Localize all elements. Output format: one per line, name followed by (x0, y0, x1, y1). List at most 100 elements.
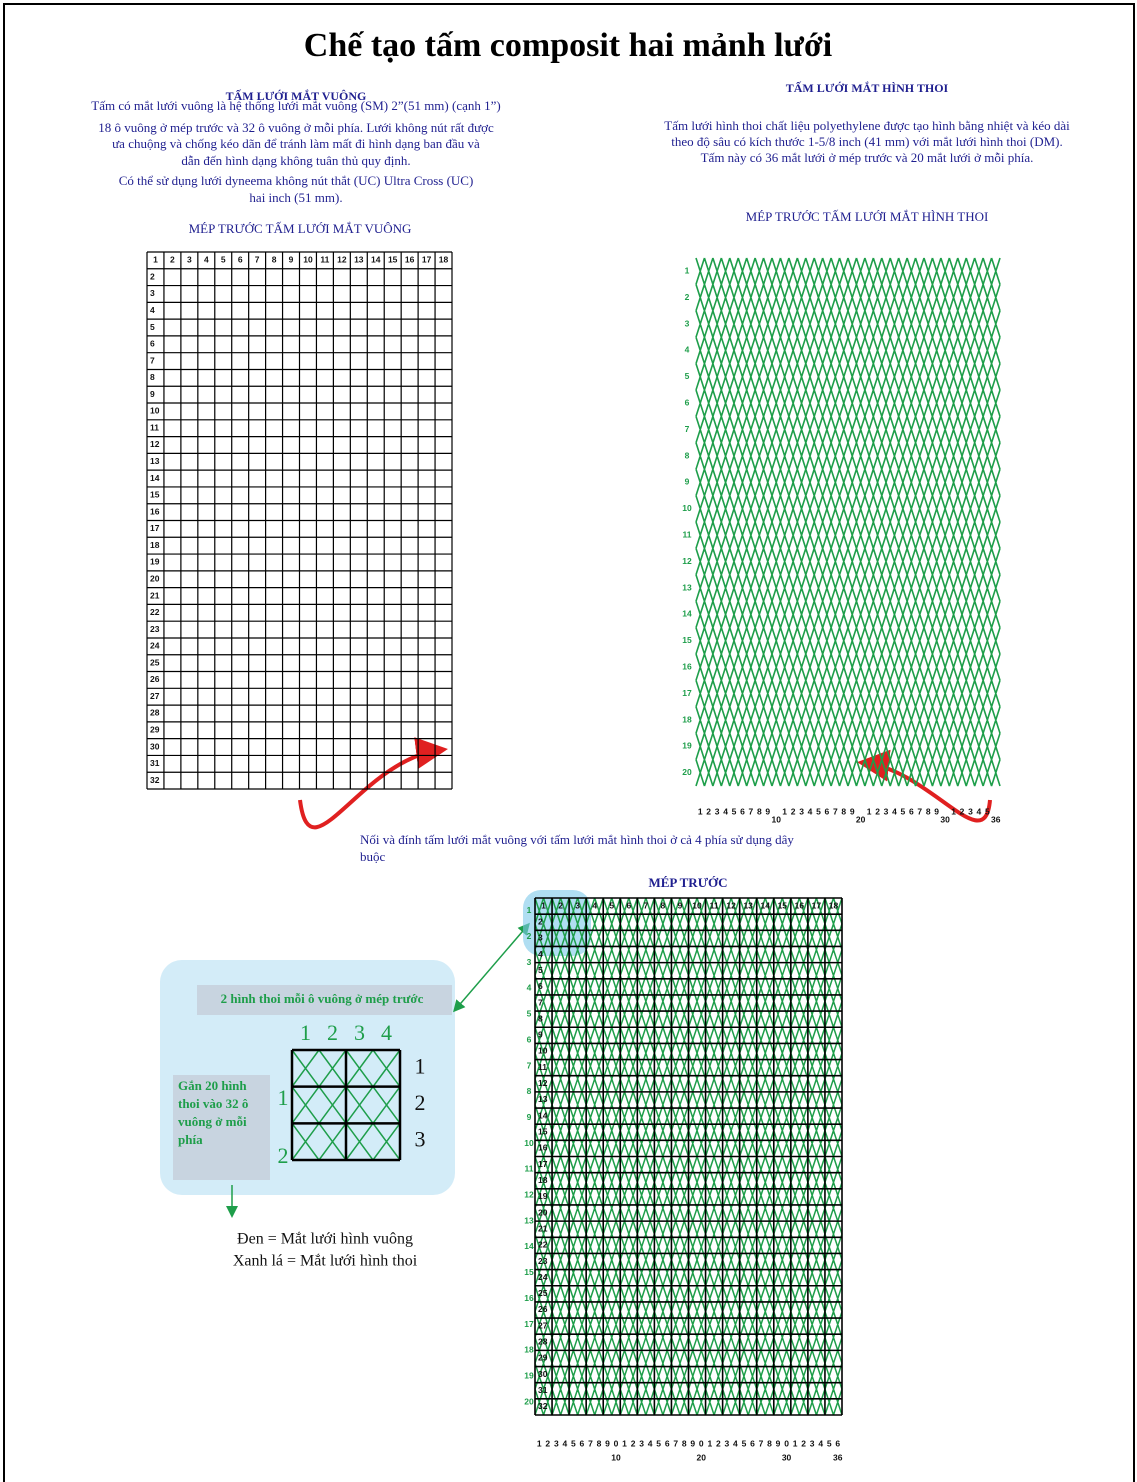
row-number: 9 (538, 1030, 543, 1040)
row-number: 29 (150, 725, 160, 735)
column-number: 6 (740, 806, 745, 816)
row-number: 5 (538, 965, 543, 975)
row-number: 3 (150, 288, 155, 298)
description-line: ưa chuộng và chống kéo dãn để tránh làm … (112, 136, 480, 151)
row-number: 11 (150, 422, 159, 432)
row-number: 19 (524, 1370, 534, 1380)
column-number: 4 (808, 806, 813, 816)
row-number: 6 (150, 339, 155, 349)
panel-label: MÉP TRƯỚC TẤM LƯỚI MẮT VUÔNG (189, 221, 412, 236)
column-number: 4 (892, 806, 897, 816)
description-line: hai inch (51 mm). (249, 190, 342, 205)
column-number: 7 (749, 806, 754, 816)
column-digit: 1 (707, 1438, 712, 1448)
row-number: 3 (685, 318, 690, 328)
connector-note: Nối và đính tấm lưới mắt vuông với tấm l… (360, 832, 794, 847)
inset-number: 1 (300, 1020, 311, 1045)
inset-number: 3 (415, 1127, 426, 1152)
inset-number: 2 (278, 1143, 289, 1168)
row-number: 14 (150, 473, 160, 483)
row-number: 18 (682, 714, 692, 724)
row-number: 4 (527, 983, 532, 993)
column-number: 2 (960, 806, 965, 816)
column-number: 4 (977, 806, 982, 816)
column-digit: 2 (716, 1438, 721, 1448)
diamond-mesh (695, 257, 1001, 787)
column-number: 18 (439, 255, 449, 265)
column-digit: 5 (656, 1438, 661, 1448)
row-number: 20 (150, 573, 160, 583)
row-number: 14 (538, 1110, 548, 1120)
column-number: 11 (710, 900, 719, 910)
column-number: 30 (940, 814, 950, 824)
column-digit: 5 (742, 1438, 747, 1448)
link-arrow (453, 922, 530, 1013)
row-number: 32 (538, 1401, 548, 1411)
column-number: 3 (884, 806, 889, 816)
column-number: 36 (991, 814, 1001, 824)
column-number: 8 (661, 900, 666, 910)
column-number: 9 (765, 806, 770, 816)
column-digit: 5 (571, 1438, 576, 1448)
column-digit: 2 (545, 1438, 550, 1448)
row-number: 21 (538, 1223, 548, 1233)
connector-note: buộc (360, 849, 386, 864)
row-number: 24 (538, 1272, 548, 1282)
column-digit: 6 (750, 1438, 755, 1448)
column-number: 1 (698, 806, 703, 816)
column-digit: 1 (622, 1438, 627, 1448)
column-number: 7 (833, 806, 838, 816)
row-number: 30 (150, 741, 160, 751)
row-number: 23 (538, 1256, 548, 1266)
inset-note: phía (178, 1132, 203, 1147)
row-number: 15 (150, 490, 160, 500)
column-digit: 6 (665, 1438, 670, 1448)
legend-line: Đen = Mắt lưới hình vuông (237, 1231, 413, 1248)
row-number: 19 (682, 741, 692, 751)
column-number: 7 (917, 806, 922, 816)
column-digit: 8 (767, 1438, 772, 1448)
column-number: 5 (609, 900, 614, 910)
column-number: 2 (706, 806, 711, 816)
row-number: 26 (538, 1304, 548, 1314)
row-number: 10 (682, 503, 692, 513)
column-number: 8 (841, 806, 846, 816)
row-number: 8 (527, 1086, 532, 1096)
row-number: 14 (524, 1241, 534, 1251)
column-number: 16 (795, 900, 805, 910)
row-number: 19 (150, 557, 160, 567)
panel-label: MÉP TRƯỚC (648, 875, 727, 890)
row-number: 12 (538, 1078, 548, 1088)
column-digit: 1 (537, 1438, 542, 1448)
diamond-mesh (534, 897, 843, 1416)
inset-number: 4 (381, 1020, 392, 1045)
column-digit: 7 (588, 1438, 593, 1448)
section-heading: TẤM LƯỚI MẮT HÌNH THOI (786, 80, 949, 95)
row-number: 6 (685, 397, 690, 407)
column-number: 7 (643, 900, 648, 910)
inset-number: 1 (415, 1053, 426, 1078)
row-number: 16 (682, 661, 692, 671)
column-number: 2 (170, 255, 175, 265)
row-number: 3 (538, 933, 543, 943)
column-number: 10 (692, 900, 702, 910)
column-number: 5 (732, 806, 737, 816)
column-digit: 4 (733, 1438, 738, 1448)
row-number: 15 (682, 635, 692, 645)
row-number: 2 (527, 931, 532, 941)
description-line: Tấm này có 36 mắt lưới ở mép trước và 20… (701, 150, 1034, 165)
column-number: 2 (875, 806, 880, 816)
column-tens: 30 (782, 1452, 792, 1462)
column-tens: 10 (611, 1452, 621, 1462)
column-digit: 9 (776, 1438, 781, 1448)
row-number: 5 (685, 371, 690, 381)
column-number: 6 (626, 900, 631, 910)
row-number: 27 (150, 691, 160, 701)
column-digit: 3 (554, 1438, 559, 1448)
row-number: 23 (150, 624, 160, 634)
row-number: 5 (527, 1009, 532, 1019)
column-digit: 4 (648, 1438, 653, 1448)
row-number: 5 (150, 322, 155, 332)
row-number: 18 (538, 1175, 548, 1185)
